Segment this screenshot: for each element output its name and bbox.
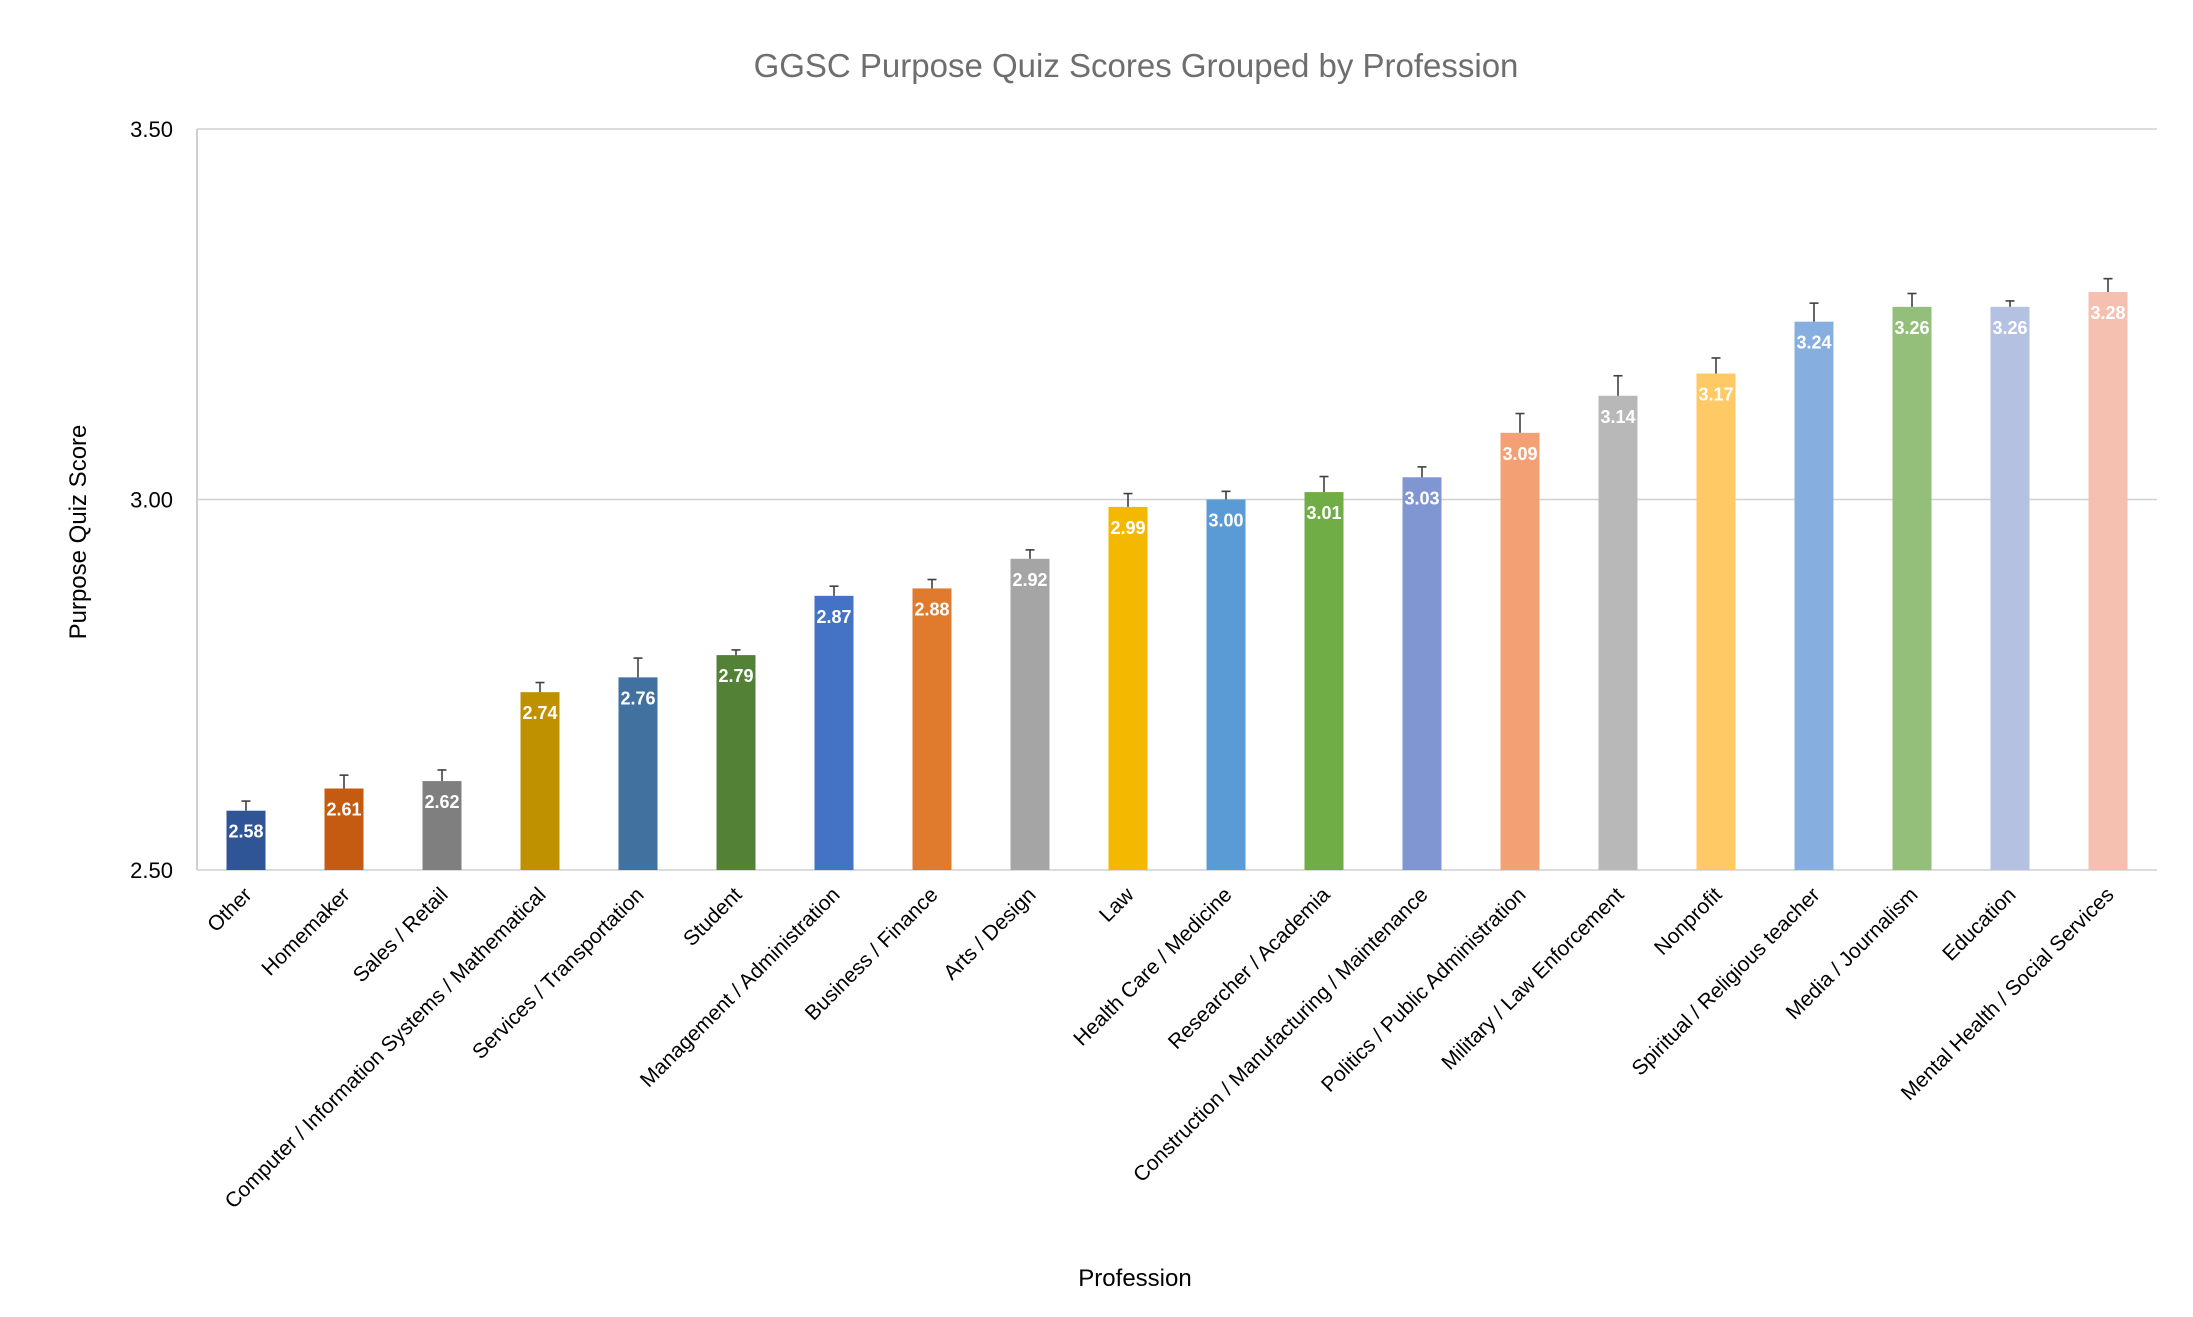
- gridlines: [196, 128, 2157, 871]
- data-labels: 2.58 2.61 2.62 2.74 2.76 2.79 2.87 2.88 2.92 2.99…: [228, 303, 2125, 842]
- bar: [1108, 506, 1148, 870]
- y-axis-ticks: 2.50 3.00 3.50: [130, 117, 173, 883]
- bar: [422, 781, 462, 870]
- data-label: 3.26: [1894, 318, 1929, 338]
- data-label: 3.09: [1502, 444, 1537, 464]
- x-tick-label: Other: [203, 883, 256, 936]
- x-tick-label: Sales / Retail: [349, 883, 453, 987]
- data-label: 2.79: [718, 666, 753, 686]
- x-tick-label: Management / Administration: [636, 883, 845, 1092]
- data-label: 2.99: [1110, 518, 1145, 538]
- data-label: 3.14: [1600, 407, 1635, 427]
- data-label: 3.03: [1404, 488, 1439, 508]
- data-label: 2.87: [816, 607, 851, 627]
- data-label: 3.28: [2090, 303, 2125, 323]
- bar: [1010, 558, 1050, 870]
- bars: [226, 292, 2128, 871]
- y-axis-title: Purpose Quiz Score: [65, 425, 92, 640]
- data-label: 3.17: [1698, 385, 1733, 405]
- y-tick-label: 2.50: [130, 858, 173, 883]
- bar: [1794, 321, 1834, 870]
- x-tick-label: Politics / Public Administration: [1317, 883, 1531, 1097]
- data-label: 3.00: [1208, 511, 1243, 531]
- x-axis-title: Profession: [1078, 1265, 1191, 1292]
- bar: [1598, 395, 1638, 870]
- data-label: 2.76: [620, 688, 655, 708]
- bar: [1696, 373, 1736, 870]
- bar: [1990, 306, 2030, 871]
- y-tick-label: 3.00: [130, 488, 173, 513]
- bar: [716, 655, 756, 870]
- bar: [226, 810, 266, 870]
- x-tick-label: Arts / Design: [939, 883, 1040, 984]
- x-tick-label: Spiritual / Religious teacher: [1628, 883, 1825, 1080]
- bar: [520, 692, 560, 870]
- bar: [814, 595, 854, 870]
- bar: [2088, 292, 2128, 870]
- x-tick-label: Mental Health / Social Services: [1897, 883, 2119, 1105]
- x-tick-label: Education: [1938, 883, 2020, 965]
- x-tick-label: Student: [679, 883, 747, 951]
- data-label: 2.61: [326, 799, 361, 819]
- data-label: 2.58: [228, 822, 263, 842]
- bar: [912, 588, 952, 870]
- x-tick-label: Services / Transportation: [468, 883, 649, 1064]
- bar: [1206, 499, 1246, 870]
- data-label: 2.62: [424, 792, 459, 812]
- y-tick-label: 3.50: [130, 117, 173, 142]
- bar: [1500, 432, 1540, 870]
- bar: [324, 788, 364, 870]
- x-tick-label: Health Care / Medicine: [1069, 883, 1236, 1050]
- bar: [1304, 492, 1344, 870]
- x-tick-label: Homemaker: [257, 883, 354, 980]
- x-tick-label: Researcher / Academia: [1164, 883, 1335, 1054]
- chart-title: GGSC Purpose Quiz Scores Grouped by Prof…: [754, 47, 1519, 84]
- data-label: 3.01: [1306, 503, 1341, 523]
- data-label: 2.74: [522, 703, 557, 723]
- bar: [1402, 477, 1442, 870]
- data-label: 2.88: [914, 599, 949, 619]
- data-label: 3.26: [1992, 318, 2027, 338]
- data-label: 3.24: [1796, 333, 1831, 353]
- x-tick-label: Military / Law Enforcement: [1437, 883, 1628, 1074]
- error-bars: [241, 277, 2113, 811]
- bar: [618, 677, 658, 870]
- data-label: 2.92: [1012, 570, 1047, 590]
- x-tick-label: Law: [1095, 883, 1139, 927]
- bar: [1892, 306, 1932, 871]
- x-tick-label: Nonprofit: [1650, 883, 1727, 960]
